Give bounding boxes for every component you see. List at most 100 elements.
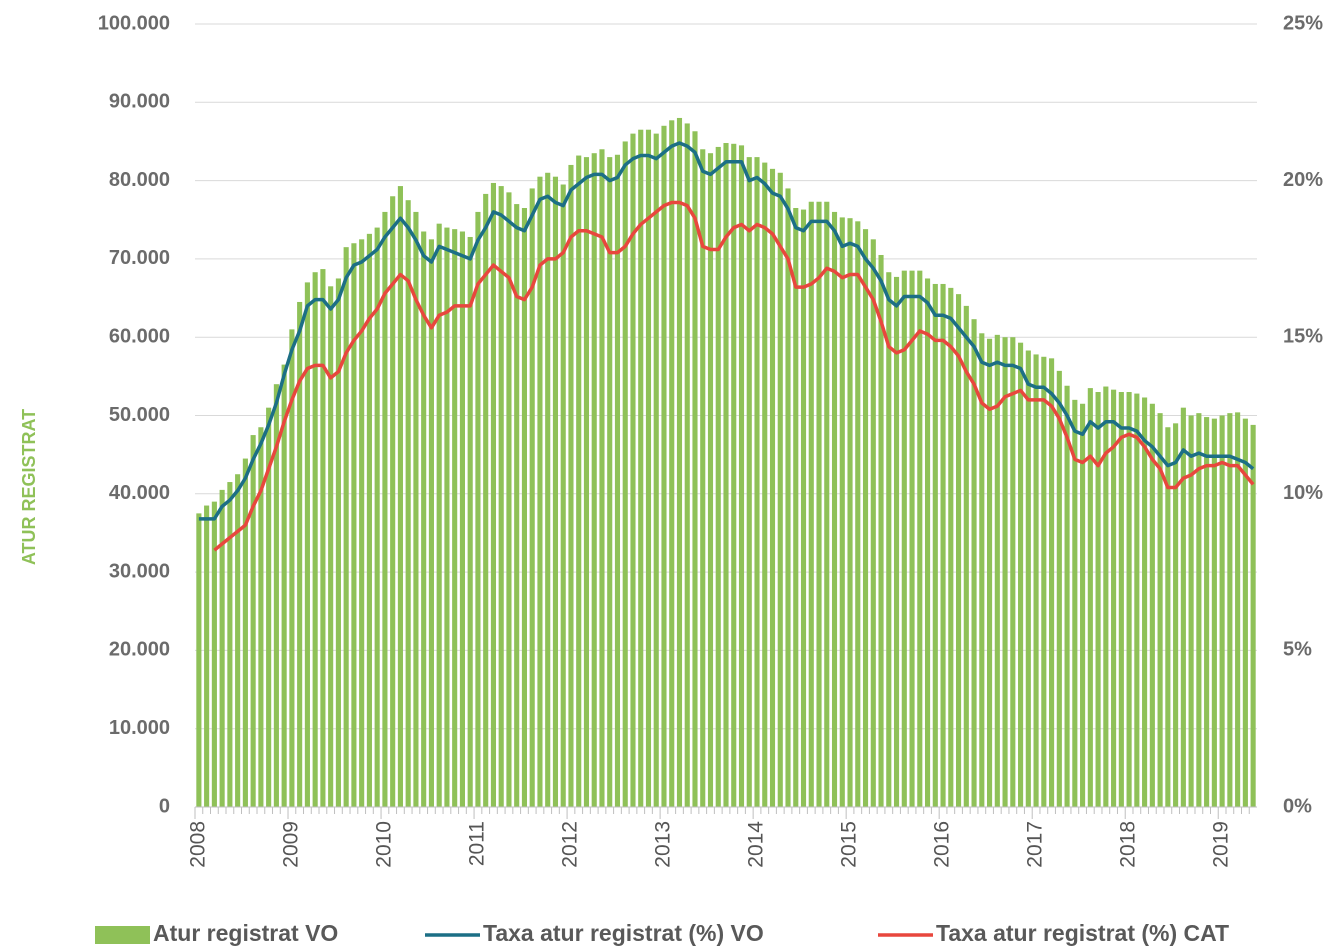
bar: [831, 211, 838, 808]
bar: [777, 172, 783, 807]
bar: [483, 193, 489, 807]
bar: [1165, 427, 1171, 807]
bar: [219, 489, 225, 807]
x-tick-label: 2019: [1210, 821, 1233, 868]
bar: [839, 217, 845, 807]
bar: [498, 186, 504, 807]
bar: [816, 201, 822, 808]
bar: [273, 384, 279, 807]
x-tick-label: 2018: [1117, 821, 1140, 868]
bar: [413, 211, 419, 808]
bar: [1242, 418, 1248, 807]
legend-label: Atur registrat VO: [153, 920, 338, 946]
bar: [390, 196, 396, 807]
bar: [537, 176, 543, 807]
bar: [1157, 413, 1163, 807]
y2-tick-label: 20%: [1283, 169, 1323, 191]
bar: [645, 129, 652, 807]
bar: [1056, 370, 1062, 807]
bar: [1196, 413, 1202, 807]
bar: [862, 229, 869, 807]
bar: [987, 338, 993, 807]
bar: [1072, 399, 1078, 807]
x-tick-label: 2016: [931, 821, 954, 868]
bar: [746, 157, 752, 808]
bar: [661, 125, 667, 808]
bar: [452, 229, 458, 807]
bar: [1033, 354, 1039, 807]
bar: [405, 200, 411, 808]
bar: [1002, 337, 1008, 807]
bar: [738, 145, 745, 808]
bar: [886, 272, 892, 807]
bar: [1180, 407, 1186, 807]
bar: [932, 283, 938, 807]
bar: [785, 188, 791, 807]
bar: [824, 201, 830, 808]
x-tick-label: 2013: [652, 821, 675, 868]
y-tick-label: 10.000: [109, 717, 170, 739]
y2-tick-label: 10%: [1283, 482, 1323, 504]
bar: [583, 157, 590, 808]
bar: [901, 270, 907, 807]
bar: [304, 282, 310, 807]
y-tick-label: 40.000: [109, 482, 170, 504]
bar: [1080, 403, 1086, 807]
bar: [250, 435, 256, 807]
bar: [467, 236, 473, 807]
bar: [599, 149, 605, 807]
bar: [684, 123, 690, 808]
bar: [715, 146, 721, 807]
bar: [421, 231, 427, 807]
bar: [312, 272, 318, 807]
bar: [366, 233, 372, 807]
bar: [320, 269, 326, 808]
line: [198, 141, 1255, 521]
bar: [227, 482, 233, 807]
bar: [940, 283, 946, 807]
bar: [1250, 424, 1256, 807]
y2-tick-label: 25%: [1283, 12, 1323, 34]
bar: [382, 211, 388, 808]
bar: [490, 182, 497, 808]
y-tick-label: 20.000: [109, 639, 170, 661]
bar: [521, 208, 528, 807]
bar: [1204, 417, 1210, 807]
y2-tick-label: 5%: [1283, 639, 1312, 661]
bar: [297, 301, 303, 807]
bar: [1173, 423, 1179, 807]
bar: [700, 149, 706, 807]
bar: [1149, 403, 1155, 807]
bar: [847, 218, 853, 807]
bar: [808, 201, 814, 808]
bar: [1095, 392, 1101, 807]
bar: [1235, 412, 1241, 807]
bar: [855, 221, 861, 808]
y2-tick-label: 15%: [1283, 325, 1323, 347]
bar: [335, 278, 341, 808]
bar: [723, 143, 729, 808]
bar: [560, 184, 566, 807]
bar: [630, 133, 636, 807]
bar: [924, 278, 931, 808]
bar: [948, 287, 954, 808]
x-tick-label: 2011: [465, 821, 488, 866]
bar: [1049, 358, 1055, 807]
bar: [459, 231, 465, 807]
bar: [994, 334, 1000, 807]
bar: [266, 407, 272, 807]
bar: [1118, 392, 1124, 807]
bar: [436, 223, 442, 808]
y-tick-label: 60.000: [109, 325, 170, 347]
bar: [607, 157, 613, 808]
bar: [769, 168, 776, 808]
bar: [235, 474, 241, 807]
bar: [1126, 392, 1132, 807]
y-tick-label: 30.000: [109, 560, 170, 582]
bar: [1041, 356, 1047, 807]
bar: [1010, 337, 1016, 807]
bar: [1134, 393, 1140, 807]
bar: [328, 286, 334, 807]
bar: [762, 162, 768, 807]
